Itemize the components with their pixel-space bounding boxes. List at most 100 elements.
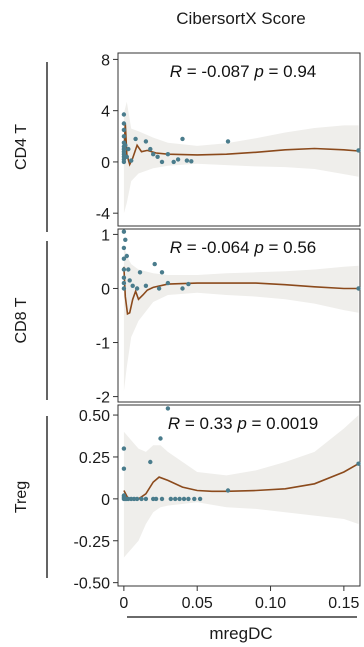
data-point — [121, 446, 127, 451]
data-point — [356, 148, 361, 153]
data-point — [184, 158, 190, 163]
data-point — [180, 136, 185, 142]
confidence-band — [123, 101, 359, 214]
chart-title: CibersortX Score — [176, 9, 306, 28]
y-tick-label: 0 — [101, 155, 110, 172]
data-point — [129, 158, 134, 163]
data-point — [121, 127, 127, 133]
x-tick-label: 0 — [119, 595, 128, 612]
data-point — [152, 261, 157, 267]
x-tick-label: 0.15 — [328, 595, 359, 612]
data-point — [134, 496, 140, 502]
data-point — [121, 267, 127, 272]
data-point — [139, 496, 144, 502]
panel-label: CD8 T — [13, 297, 30, 343]
x-axis-title: mregDC — [209, 624, 273, 643]
data-point — [159, 496, 165, 502]
data-point — [356, 286, 361, 291]
data-point — [189, 159, 194, 164]
data-point — [153, 496, 159, 502]
data-point — [186, 281, 191, 287]
y-tick-label: 0.25 — [79, 450, 110, 467]
data-point — [173, 496, 178, 502]
correlation-annotation: R = 0.33 p = 0.0019 — [168, 414, 318, 433]
data-point — [121, 121, 127, 126]
panel-label: CD4 T — [13, 124, 30, 170]
data-point — [121, 280, 127, 286]
stat-value: = -0.087 — [182, 62, 254, 81]
data-point — [155, 154, 160, 159]
panel-border — [117, 52, 361, 227]
data-point — [165, 152, 171, 157]
x-tick-label: 0.10 — [255, 595, 286, 612]
data-point — [126, 146, 131, 152]
confidence-band — [123, 415, 359, 558]
stat-symbol: R — [170, 62, 182, 81]
data-point — [175, 157, 181, 162]
data-point — [165, 280, 171, 286]
data-point — [180, 286, 185, 291]
data-point — [197, 496, 203, 502]
y-tick-label: 4 — [101, 104, 110, 121]
data-point — [168, 496, 173, 502]
smooth-line — [123, 123, 359, 167]
stat-value: = 0.33 — [180, 414, 237, 433]
panel-2: 0.50 0.25 0 -0.25 -0.50 Treg R = 0.33 p = 0.00… — [13, 404, 361, 593]
data-point — [121, 493, 127, 498]
stat-symbol: R — [168, 414, 180, 433]
data-point — [134, 286, 140, 291]
data-point — [159, 159, 165, 165]
stat-symbol: p — [253, 62, 263, 81]
data-point — [121, 286, 127, 291]
data-point — [124, 154, 129, 159]
y-tick-label: 0.50 — [79, 408, 110, 425]
data-point — [121, 466, 127, 471]
panel-1: 1 0 -1 -2 CD8 T R = -0.064 p = 0.56 — [13, 227, 361, 407]
data-point — [171, 159, 176, 165]
y-tick-label: 1 — [101, 227, 110, 244]
y-tick-label: -0.50 — [74, 576, 111, 593]
data-point — [177, 496, 182, 502]
data-point — [148, 459, 153, 465]
data-point — [121, 229, 127, 234]
data-point — [143, 283, 149, 288]
data-point — [151, 152, 156, 157]
data-point — [130, 283, 135, 288]
data-point — [165, 406, 171, 411]
y-tick-label: -4 — [96, 206, 110, 223]
data-point — [123, 143, 128, 148]
data-point — [133, 136, 138, 142]
data-point — [121, 112, 127, 117]
data-point — [156, 286, 162, 291]
correlation-annotation: R = -0.064 p = 0.56 — [170, 238, 317, 257]
panel-label: Treg — [13, 481, 30, 513]
y-tick-label: 0 — [101, 492, 110, 509]
panel-0: 8 4 0 -4 CD4 T R = -0.087 p = 0.94 — [13, 52, 361, 232]
y-tick-label: 8 — [101, 52, 110, 69]
data-point — [124, 253, 129, 259]
stat-value: = -0.064 — [182, 238, 254, 257]
data-point — [186, 496, 191, 502]
data-point — [148, 146, 153, 152]
data-point — [143, 139, 149, 144]
x-tick-label: 0.05 — [182, 595, 213, 612]
panel-border — [117, 228, 361, 403]
data-point — [127, 278, 132, 283]
smooth-line — [123, 266, 359, 316]
confidence-band — [123, 245, 359, 392]
data-point — [225, 139, 231, 144]
data-point — [181, 496, 187, 502]
data-point — [121, 245, 127, 251]
data-point — [123, 237, 128, 242]
data-point — [192, 496, 197, 502]
stat-value: = 0.56 — [264, 238, 316, 257]
stat-symbol: R — [170, 238, 182, 257]
data-point — [121, 134, 127, 139]
y-tick-label: -0.25 — [74, 534, 111, 551]
stat-symbol: p — [253, 238, 263, 257]
correlation-annotation: R = -0.087 p = 0.94 — [170, 62, 317, 81]
y-tick-label: 0 — [101, 281, 110, 298]
data-point — [137, 270, 143, 275]
stat-value: = 0.94 — [264, 62, 316, 81]
